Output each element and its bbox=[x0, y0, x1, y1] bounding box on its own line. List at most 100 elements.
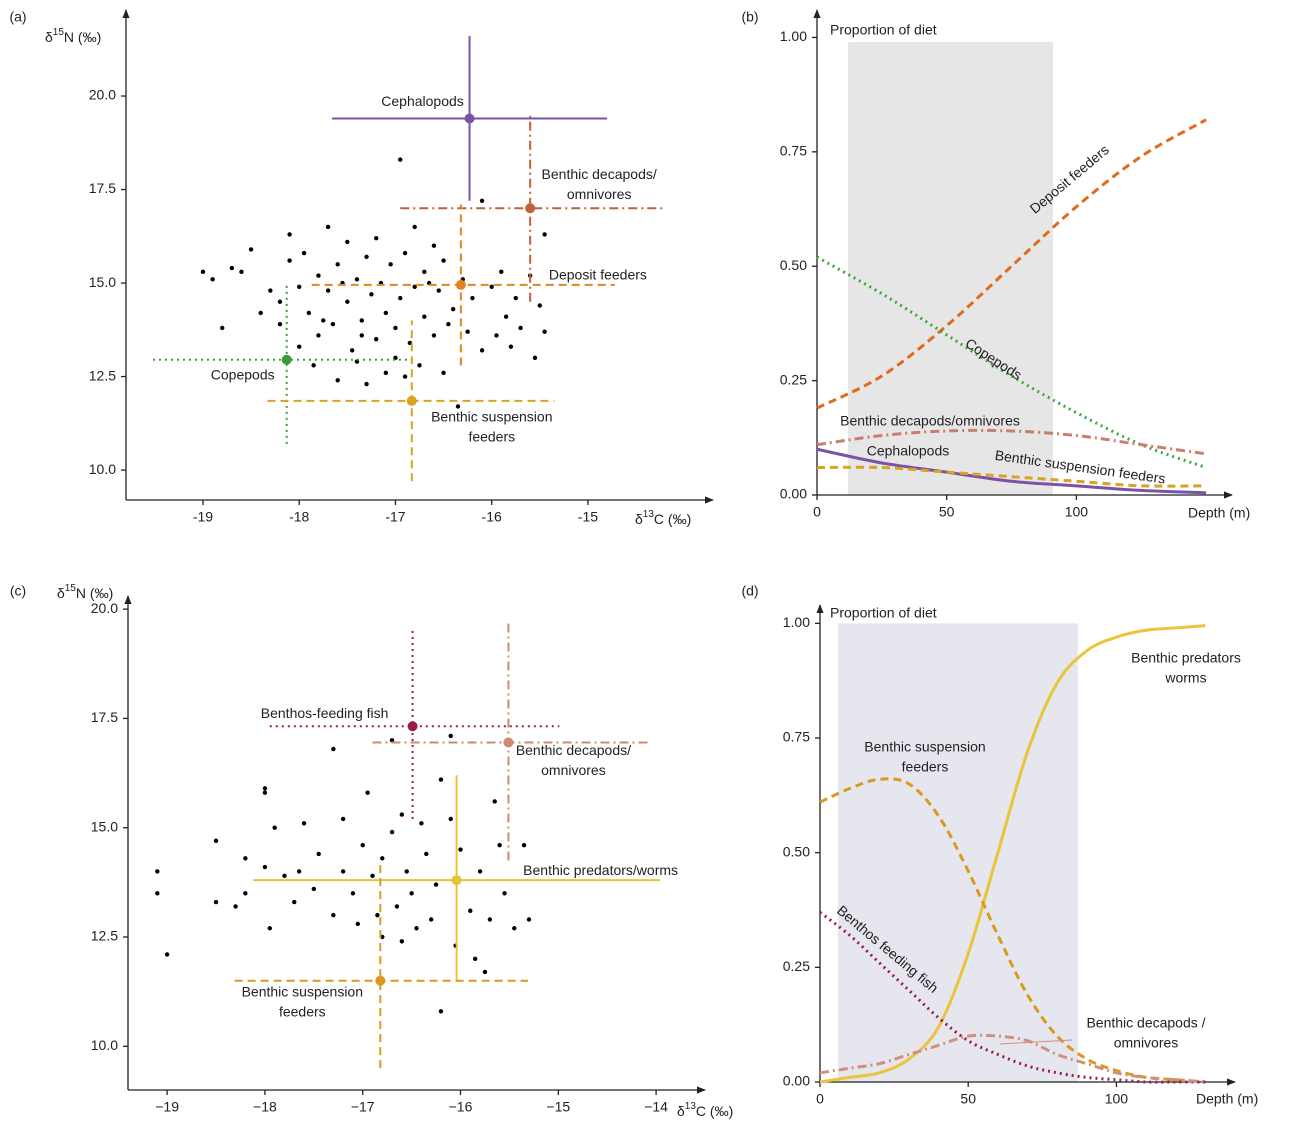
point bbox=[383, 370, 389, 376]
y-tick-label: 12.5 bbox=[89, 367, 116, 383]
x-tick-label: −15 bbox=[546, 1099, 570, 1115]
point bbox=[422, 269, 427, 275]
x-axis-label-unit: C (‰) bbox=[696, 1103, 733, 1119]
point bbox=[389, 829, 395, 835]
point bbox=[422, 314, 427, 319]
point bbox=[359, 318, 364, 323]
point bbox=[248, 247, 254, 252]
point bbox=[321, 318, 326, 323]
y-tick-label: 0.50 bbox=[780, 257, 807, 273]
group-mean bbox=[281, 354, 292, 365]
point bbox=[417, 363, 422, 368]
y-axis-label: δ15N (‰) bbox=[57, 583, 113, 601]
series-label: Benthic predators bbox=[1131, 650, 1241, 666]
panel-label: (b) bbox=[741, 9, 758, 25]
x-tick-label: −17 bbox=[351, 1099, 375, 1115]
point bbox=[364, 381, 369, 387]
group-label: Benthic decapods/ bbox=[542, 166, 657, 182]
point bbox=[438, 1009, 444, 1014]
point bbox=[354, 277, 360, 282]
point bbox=[364, 254, 369, 260]
x-tick-label: 50 bbox=[960, 1091, 976, 1107]
x-tick-label: 0 bbox=[816, 1091, 824, 1107]
point bbox=[470, 295, 475, 301]
point bbox=[537, 303, 542, 308]
point bbox=[316, 851, 321, 857]
point bbox=[262, 790, 268, 795]
series-line bbox=[819, 1033, 1206, 1084]
point bbox=[155, 869, 160, 874]
series-label: Benthic decapods/omnivores bbox=[840, 413, 1020, 429]
point bbox=[489, 284, 494, 289]
x-axis-label: δ13C (‰) bbox=[635, 509, 691, 527]
point bbox=[349, 348, 355, 353]
point bbox=[542, 329, 547, 334]
point bbox=[359, 333, 364, 338]
group-mean bbox=[455, 279, 466, 290]
x-tick-label: -16 bbox=[482, 509, 502, 525]
point bbox=[375, 912, 380, 918]
point bbox=[394, 904, 400, 909]
point bbox=[497, 842, 502, 848]
point bbox=[297, 344, 302, 349]
y-axis-label-symbol: δ bbox=[45, 29, 53, 45]
point bbox=[532, 355, 538, 361]
point bbox=[155, 891, 160, 896]
point bbox=[330, 321, 336, 327]
point bbox=[409, 891, 414, 896]
point bbox=[340, 869, 346, 874]
x-axis-label-symbol: δ bbox=[635, 511, 643, 527]
point bbox=[402, 374, 408, 379]
point bbox=[301, 821, 307, 826]
series-line bbox=[819, 624, 1206, 1084]
point bbox=[306, 310, 312, 316]
point bbox=[268, 288, 273, 293]
group-label: Copepods bbox=[211, 366, 275, 382]
series-line bbox=[816, 118, 1207, 410]
point bbox=[402, 250, 408, 256]
group-label: feeders bbox=[468, 429, 515, 445]
point bbox=[388, 262, 393, 267]
point bbox=[340, 816, 346, 822]
point bbox=[389, 738, 395, 743]
point bbox=[472, 956, 478, 962]
x-tick-label: -17 bbox=[385, 509, 405, 525]
point bbox=[262, 864, 268, 870]
point bbox=[350, 891, 356, 896]
point bbox=[479, 198, 485, 203]
point bbox=[335, 262, 340, 267]
x-axis-label: Depth (m) bbox=[1196, 1091, 1258, 1107]
point bbox=[316, 273, 321, 278]
point bbox=[277, 321, 283, 327]
point bbox=[499, 269, 504, 275]
point bbox=[512, 926, 517, 931]
shaded-region bbox=[848, 42, 1054, 496]
point bbox=[508, 344, 514, 349]
y-axis-label-sup: 15 bbox=[53, 27, 65, 38]
point bbox=[220, 325, 225, 331]
point bbox=[441, 258, 446, 263]
group-label: omnivores bbox=[541, 762, 606, 778]
x-tick-label: 50 bbox=[939, 504, 955, 520]
point bbox=[373, 235, 379, 241]
x-tick-label: 0 bbox=[813, 504, 821, 520]
series-line bbox=[816, 447, 1207, 495]
x-tick-label: -19 bbox=[193, 509, 213, 525]
y-axis-label: Proportion of diet bbox=[830, 22, 937, 38]
point bbox=[513, 295, 518, 301]
point bbox=[458, 847, 463, 852]
point bbox=[311, 363, 316, 368]
point bbox=[213, 838, 219, 844]
group-label: Cephalopods bbox=[381, 93, 464, 109]
point bbox=[399, 812, 405, 817]
series-label: omnivores bbox=[1114, 1035, 1179, 1051]
point bbox=[448, 733, 453, 739]
point bbox=[380, 856, 385, 861]
group-label: Benthic suspension bbox=[242, 983, 363, 999]
series-label: Benthic decapods / bbox=[1086, 1015, 1205, 1031]
point bbox=[345, 239, 350, 245]
series-line bbox=[819, 777, 1206, 1084]
point bbox=[164, 952, 170, 957]
point bbox=[424, 851, 429, 857]
